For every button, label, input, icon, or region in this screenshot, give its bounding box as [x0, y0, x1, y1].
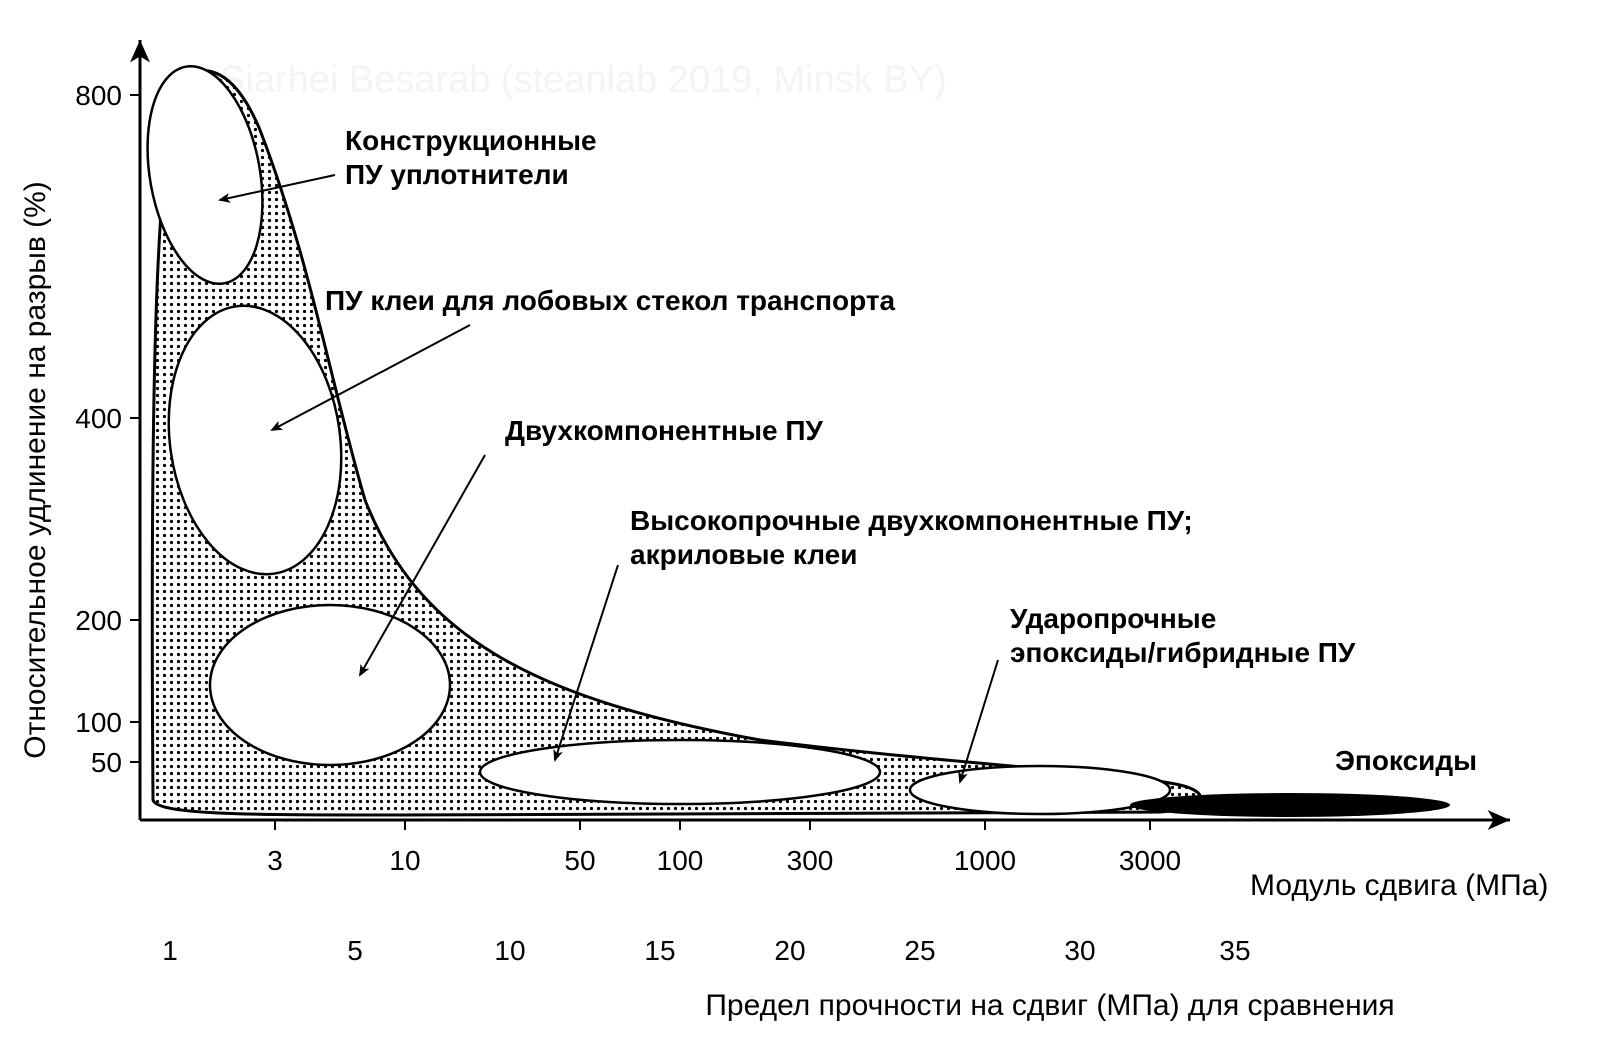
callout-label-0: Конструкционные [345, 125, 597, 156]
x2-tick: 10 [494, 935, 525, 966]
y-axis-label: Относительное удлинение на разрыв (%) [19, 181, 52, 759]
x-axis-label-strength: Предел прочности на сдвиг (МПа) для срав… [705, 989, 1394, 1022]
callout-label-0: ПУ уплотнители [345, 159, 569, 190]
x-axis-label-modulus: Модуль сдвига (МПа) [1250, 869, 1548, 902]
material-hole-2 [210, 605, 450, 765]
x2-tick: 20 [774, 935, 805, 966]
y-tick: 800 [75, 80, 122, 111]
y-tick: 50 [91, 747, 122, 778]
x1-tick: 300 [787, 845, 834, 876]
y-tick: 200 [75, 605, 122, 636]
watermark: Siarhei Besarab (steanlab 2019, Minsk BY… [220, 59, 947, 101]
x1-tick: 1000 [954, 845, 1016, 876]
callout-label-3: Высокопрочные двухкомпонентные ПУ; [630, 505, 1193, 536]
chart-container: Siarhei Besarab (steanlab 2019, Minsk BY… [0, 0, 1599, 1049]
callout-label-5: Эпоксиды [1335, 745, 1477, 776]
x1-tick: 50 [564, 845, 595, 876]
chart-svg: Siarhei Besarab (steanlab 2019, Minsk BY… [0, 0, 1599, 1049]
x2-tick: 5 [347, 935, 363, 966]
callout-label-3: акриловые клеи [630, 539, 857, 570]
x1-tick: 3000 [1119, 845, 1181, 876]
y-tick: 400 [75, 403, 122, 434]
callout-label-4: Ударопрочные [1010, 603, 1216, 634]
x2-tick: 1 [162, 935, 178, 966]
x2-tick: 25 [904, 935, 935, 966]
callout-label-1: ПУ клеи для лобовых стекол транспорта [325, 285, 896, 316]
x1-tick: 100 [657, 845, 704, 876]
x2-tick: 30 [1064, 935, 1095, 966]
epoxy-region [1130, 793, 1450, 817]
callout-label-4: эпоксиды/гибридные ПУ [1010, 637, 1356, 668]
x2-tick: 35 [1219, 935, 1250, 966]
x1-tick: 3 [267, 845, 283, 876]
x2-tick: 15 [644, 935, 675, 966]
callout-label-2: Двухкомпонентные ПУ [505, 415, 823, 446]
material-hole-4 [910, 766, 1170, 814]
y-tick: 100 [75, 707, 122, 738]
material-hole-3 [480, 740, 880, 804]
x1-tick: 10 [389, 845, 420, 876]
